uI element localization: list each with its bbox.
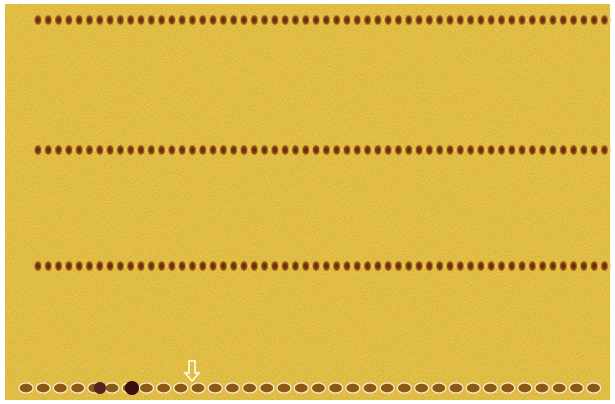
ring: [174, 383, 188, 393]
ring: [346, 383, 360, 393]
dark-spot: [125, 381, 139, 395]
dark-spot: [94, 382, 106, 394]
ring: [208, 383, 222, 393]
noise: [5, 4, 610, 400]
ring: [449, 383, 463, 393]
dot-bright: [607, 146, 612, 154]
ring: [19, 383, 33, 393]
ring: [191, 383, 205, 393]
ring: [466, 383, 480, 393]
ring: [36, 383, 50, 393]
ring: [397, 383, 411, 393]
ring: [71, 383, 85, 393]
ring: [380, 383, 394, 393]
ring: [53, 383, 67, 393]
ring: [587, 383, 601, 393]
dot-bright: [607, 262, 612, 270]
ring: [552, 383, 566, 393]
ring: [260, 383, 274, 393]
ring: [225, 383, 239, 393]
ring: [277, 383, 291, 393]
ring: [363, 383, 377, 393]
page: (() => { const svg = document.getElement…: [0, 0, 615, 404]
dot-bright: [607, 16, 612, 24]
ring: [535, 383, 549, 393]
ring: [569, 383, 583, 393]
ring: [294, 383, 308, 393]
ring: [157, 383, 171, 393]
ring: [483, 383, 497, 393]
ring: [415, 383, 429, 393]
ring: [139, 383, 153, 393]
ring: [243, 383, 257, 393]
micrograph: [0, 0, 615, 404]
ring: [105, 383, 119, 393]
ring: [501, 383, 515, 393]
ring: [432, 383, 446, 393]
ring: [311, 383, 325, 393]
ring: [329, 383, 343, 393]
ring: [518, 383, 532, 393]
